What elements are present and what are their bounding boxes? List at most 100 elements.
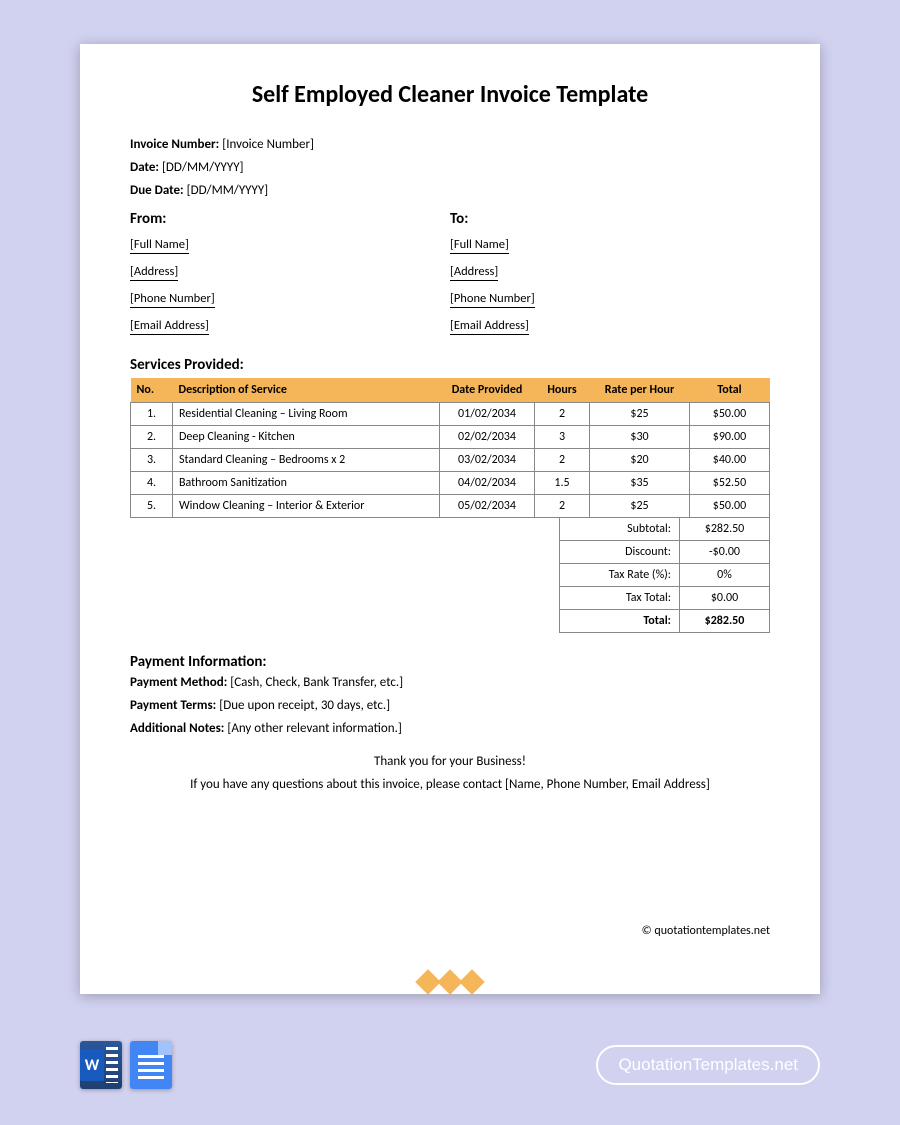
to-address: [Address]: [450, 264, 498, 281]
from-heading: From:: [130, 210, 450, 228]
taxrate-value: 0%: [680, 564, 770, 587]
diamond-divider-icon: [417, 973, 483, 996]
subtotal-row: Subtotal:$282.50: [560, 518, 770, 541]
table-row: 2.Deep Cleaning - Kitchen02/02/20343$30$…: [131, 426, 770, 449]
cell-desc: Window Cleaning – Interior & Exterior: [173, 495, 440, 518]
cell-desc: Deep Cleaning - Kitchen: [173, 426, 440, 449]
cell-date: 01/02/2034: [440, 403, 535, 426]
cell-hours: 3: [535, 426, 590, 449]
cell-rate: $25: [590, 495, 690, 518]
cell-no: 4.: [131, 472, 173, 495]
from-email: [Email Address]: [130, 318, 209, 335]
cell-no: 2.: [131, 426, 173, 449]
from-phone: [Phone Number]: [130, 291, 215, 308]
col-desc: Description of Service: [173, 378, 440, 403]
cell-total: $50.00: [690, 495, 770, 518]
cell-desc: Bathroom Sanitization: [173, 472, 440, 495]
table-row: 3.Standard Cleaning – Bedrooms x 203/02/…: [131, 449, 770, 472]
invoice-number-line: Invoice Number: [Invoice Number]: [130, 137, 770, 152]
cell-hours: 2: [535, 449, 590, 472]
services-heading: Services Provided:: [130, 356, 770, 374]
payment-method-line: Payment Method: [Cash, Check, Bank Trans…: [130, 675, 770, 690]
payment-terms-line: Payment Terms: [Due upon receipt, 30 day…: [130, 698, 770, 713]
app-icons: [80, 1041, 172, 1089]
due-date-label: Due Date:: [130, 183, 184, 198]
thank-you-text: Thank you for your Business!: [130, 754, 770, 769]
cell-rate: $25: [590, 403, 690, 426]
total-row: Total:$282.50: [560, 610, 770, 633]
taxtotal-row: Tax Total:$0.00: [560, 587, 770, 610]
due-date-value: [DD/MM/YYYY]: [187, 183, 269, 198]
col-rate: Rate per Hour: [590, 378, 690, 403]
bottom-bar: QuotationTemplates.net: [80, 1041, 820, 1089]
payment-heading: Payment Information:: [130, 653, 770, 671]
table-row: 1.Residential Cleaning – Living Room01/0…: [131, 403, 770, 426]
cell-date: 04/02/2034: [440, 472, 535, 495]
total-label: Total:: [560, 610, 680, 633]
cell-no: 1.: [131, 403, 173, 426]
cell-date: 03/02/2034: [440, 449, 535, 472]
payment-section: Payment Information: Payment Method: [Ca…: [130, 653, 770, 736]
additional-notes-value: [Any other relevant information.]: [227, 721, 402, 736]
invoice-page: Self Employed Cleaner Invoice Template I…: [80, 44, 820, 994]
total-value: $282.50: [680, 610, 770, 633]
table-row: 5.Window Cleaning – Interior & Exterior0…: [131, 495, 770, 518]
invoice-number-value: [Invoice Number]: [222, 137, 314, 152]
payment-method-label: Payment Method:: [130, 675, 227, 690]
cell-no: 5.: [131, 495, 173, 518]
additional-notes-line: Additional Notes: [Any other relevant in…: [130, 721, 770, 736]
discount-row: Discount:-$0.00: [560, 541, 770, 564]
col-no: No.: [131, 378, 173, 403]
table-row: 4.Bathroom Sanitization04/02/20341.5$35$…: [131, 472, 770, 495]
from-address: [Address]: [130, 264, 178, 281]
col-total: Total: [690, 378, 770, 403]
to-name: [Full Name]: [450, 237, 509, 254]
cell-no: 3.: [131, 449, 173, 472]
payment-terms-label: Payment Terms:: [130, 698, 216, 713]
from-column: From: [Full Name] [Address] [Phone Numbe…: [130, 210, 450, 342]
subtotal-label: Subtotal:: [560, 518, 680, 541]
to-column: To: [Full Name] [Address] [Phone Number]…: [450, 210, 770, 342]
cell-date: 05/02/2034: [440, 495, 535, 518]
taxrate-label: Tax Rate (%):: [560, 564, 680, 587]
invoice-number-label: Invoice Number:: [130, 137, 219, 152]
discount-label: Discount:: [560, 541, 680, 564]
to-phone: [Phone Number]: [450, 291, 535, 308]
taxtotal-label: Tax Total:: [560, 587, 680, 610]
google-docs-icon[interactable]: [130, 1041, 172, 1089]
taxtotal-value: $0.00: [680, 587, 770, 610]
date-label: Date:: [130, 160, 159, 175]
page-title: Self Employed Cleaner Invoice Template: [130, 80, 770, 109]
cell-rate: $30: [590, 426, 690, 449]
from-name: [Full Name]: [130, 237, 189, 254]
cell-hours: 2: [535, 495, 590, 518]
due-date-line: Due Date: [DD/MM/YYYY]: [130, 183, 770, 198]
date-value: [DD/MM/YYYY]: [162, 160, 244, 175]
taxrate-row: Tax Rate (%):0%: [560, 564, 770, 587]
contact-text: If you have any questions about this inv…: [130, 777, 770, 792]
additional-notes-label: Additional Notes:: [130, 721, 224, 736]
cell-hours: 2: [535, 403, 590, 426]
col-hours: Hours: [535, 378, 590, 403]
cell-total: $40.00: [690, 449, 770, 472]
table-header-row: No. Description of Service Date Provided…: [131, 378, 770, 403]
word-icon[interactable]: [80, 1041, 122, 1089]
cell-total: $90.00: [690, 426, 770, 449]
cell-desc: Residential Cleaning – Living Room: [173, 403, 440, 426]
cell-rate: $35: [590, 472, 690, 495]
payment-method-value: [Cash, Check, Bank Transfer, etc.]: [230, 675, 403, 690]
cell-desc: Standard Cleaning – Bedrooms x 2: [173, 449, 440, 472]
cell-rate: $20: [590, 449, 690, 472]
cell-total: $52.50: [690, 472, 770, 495]
cell-total: $50.00: [690, 403, 770, 426]
services-table: No. Description of Service Date Provided…: [130, 378, 770, 518]
totals-table: Subtotal:$282.50 Discount:-$0.00 Tax Rat…: [559, 517, 770, 633]
brand-pill[interactable]: QuotationTemplates.net: [596, 1045, 820, 1085]
col-date: Date Provided: [440, 378, 535, 403]
cell-hours: 1.5: [535, 472, 590, 495]
to-heading: To:: [450, 210, 770, 228]
discount-value: -$0.00: [680, 541, 770, 564]
subtotal-value: $282.50: [680, 518, 770, 541]
payment-terms-value: [Due upon receipt, 30 days, etc.]: [219, 698, 390, 713]
from-to-row: From: [Full Name] [Address] [Phone Numbe…: [130, 210, 770, 342]
